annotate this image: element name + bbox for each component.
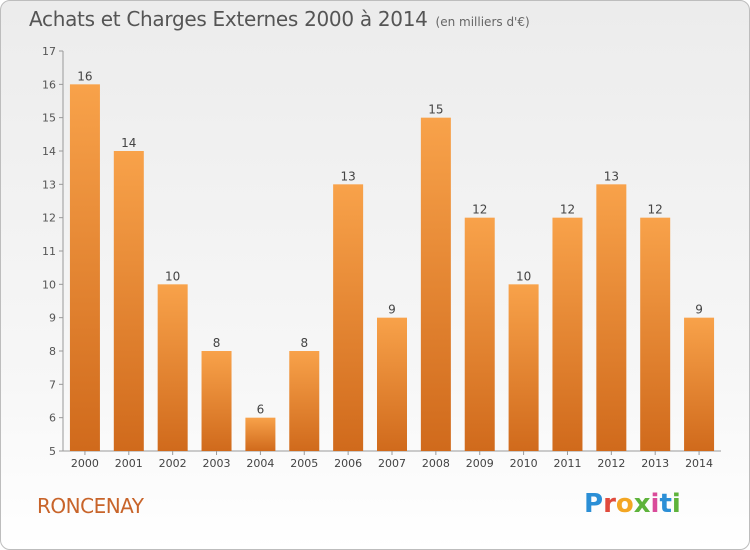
bar-2005[interactable]: [289, 351, 320, 451]
data-label: 14: [121, 136, 136, 150]
data-label: 13: [340, 169, 355, 183]
y-tick-label: 6: [49, 412, 56, 425]
x-tick-label: 2003: [203, 457, 231, 470]
bar-2011[interactable]: [552, 217, 583, 451]
y-tick-label: 5: [49, 445, 56, 458]
y-tick-label: 11: [42, 245, 56, 258]
data-label: 6: [257, 403, 265, 417]
y-tick-label: 14: [42, 145, 56, 158]
x-tick-label: 2006: [334, 457, 362, 470]
y-tick-label: 7: [49, 378, 56, 391]
data-label: 9: [388, 303, 396, 317]
bar-2009[interactable]: [464, 217, 495, 451]
y-tick-label: 13: [42, 178, 56, 191]
logo-letter: r: [603, 489, 616, 519]
x-tick-label: 2001: [115, 457, 143, 470]
y-tick-label: 10: [42, 278, 56, 291]
bar-2008[interactable]: [420, 117, 451, 452]
chart-subtitle: (en milliers d'€): [435, 15, 530, 29]
data-label: 10: [165, 269, 180, 283]
logo-letter: P: [584, 489, 604, 519]
proxiti-logo[interactable]: Proxiti: [584, 489, 681, 519]
data-label: 16: [77, 69, 92, 83]
data-label: 15: [428, 103, 443, 117]
y-tick-label: 9: [49, 312, 56, 325]
x-tick-label: 2010: [510, 457, 538, 470]
bar-2013[interactable]: [640, 217, 671, 451]
bar-2002[interactable]: [157, 284, 188, 451]
x-tick-label: 2011: [553, 457, 581, 470]
x-tick-label: 2007: [378, 457, 406, 470]
place-name: RONCENAY: [37, 494, 144, 518]
x-tick-label: 2002: [159, 457, 187, 470]
x-tick-label: 2014: [685, 457, 713, 470]
x-tick-label: 2012: [597, 457, 625, 470]
x-tick-label: 2008: [422, 457, 450, 470]
x-tick-label: 2005: [290, 457, 318, 470]
logo-letter: x: [633, 489, 651, 519]
data-label: 10: [516, 269, 531, 283]
data-label: 8: [213, 336, 221, 350]
chart-title-text: Achats et Charges Externes 2000 à 2014: [29, 7, 428, 31]
x-tick-label: 2004: [246, 457, 274, 470]
logo-letter: i: [671, 489, 681, 519]
x-tick-label: 2009: [466, 457, 494, 470]
logo-letter: o: [615, 489, 634, 519]
data-label: 12: [648, 203, 663, 217]
y-tick-label: 17: [42, 45, 56, 58]
data-label: 13: [604, 169, 619, 183]
x-tick-label: 2013: [641, 457, 669, 470]
logo-letter: t: [659, 489, 672, 519]
logo-letter: i: [650, 489, 660, 519]
y-tick-label: 8: [49, 345, 56, 358]
bar-2003[interactable]: [201, 351, 232, 451]
y-tick-label: 16: [42, 78, 56, 91]
bar-2006[interactable]: [333, 184, 364, 452]
data-label: 12: [472, 203, 487, 217]
bar-2001[interactable]: [113, 151, 144, 451]
bar-2004[interactable]: [245, 417, 276, 451]
data-label: 9: [695, 303, 703, 317]
bar-2000[interactable]: [69, 84, 100, 451]
bar-2010[interactable]: [508, 284, 539, 451]
bar-2012[interactable]: [596, 184, 627, 452]
x-tick-label: 2000: [71, 457, 99, 470]
y-tick-label: 12: [42, 212, 56, 225]
data-label: 12: [560, 203, 575, 217]
chart-title: Achats et Charges Externes 2000 à 2014 (e…: [29, 7, 530, 31]
data-label: 8: [300, 336, 308, 350]
bar-2014[interactable]: [684, 317, 715, 451]
bar-2007[interactable]: [377, 317, 407, 451]
y-tick-label: 15: [42, 112, 56, 125]
